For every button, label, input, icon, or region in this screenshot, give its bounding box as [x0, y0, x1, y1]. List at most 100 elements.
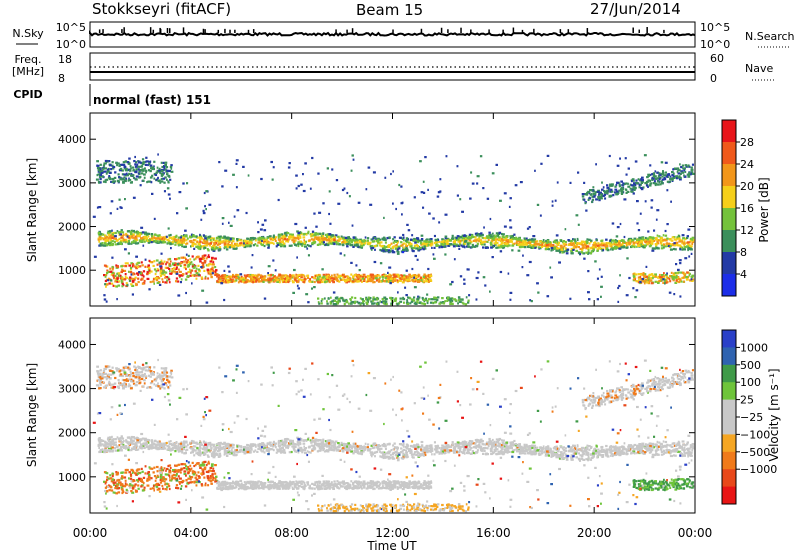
power-cell — [207, 277, 210, 280]
power-cell — [274, 269, 277, 272]
power-cell — [297, 244, 300, 248]
power-cell — [110, 282, 114, 285]
power-cell — [453, 242, 456, 245]
power-cell — [477, 232, 480, 236]
power-cell — [664, 171, 667, 174]
power-cell — [99, 178, 102, 181]
power-cell — [365, 298, 369, 301]
power-cell — [145, 171, 147, 174]
power-cell — [96, 174, 99, 177]
power-cell — [302, 189, 306, 193]
velocity-cell — [234, 454, 237, 457]
power-cell — [205, 238, 209, 241]
power-cell — [362, 303, 365, 306]
power-cell — [302, 274, 305, 277]
power-cell — [301, 244, 304, 247]
power-cell — [636, 239, 639, 242]
power-cell — [124, 265, 128, 268]
power-cell — [110, 180, 113, 183]
power-cell — [413, 296, 416, 299]
power-cell — [199, 240, 202, 243]
power-cell — [204, 275, 207, 278]
power-cell — [187, 271, 191, 274]
power-cell — [459, 239, 462, 243]
power-cell — [337, 235, 340, 238]
power-cell — [476, 182, 479, 185]
power-cell — [124, 198, 126, 201]
power-cell — [105, 265, 108, 268]
power-cell — [326, 302, 329, 305]
power-cell — [350, 280, 352, 283]
power-cell — [525, 237, 528, 240]
power-cell — [207, 242, 210, 246]
power-cell — [367, 296, 370, 299]
power-cell — [682, 167, 685, 170]
power-cell — [375, 298, 379, 301]
power-cell — [649, 179, 652, 182]
power-cell — [273, 279, 277, 282]
power-cell — [405, 294, 408, 297]
power-cell — [144, 169, 148, 172]
power-cell — [297, 233, 301, 236]
power-cell — [451, 280, 454, 284]
power-cell — [408, 273, 411, 276]
power-cell — [405, 243, 408, 246]
power-cell — [163, 260, 166, 263]
power-cell — [116, 265, 120, 269]
power-cell — [587, 249, 590, 252]
power-cell — [251, 242, 253, 245]
power-cell — [570, 247, 573, 251]
power-cell — [112, 284, 115, 287]
power-cell — [344, 240, 348, 244]
power-cell — [175, 277, 179, 280]
power-cell — [643, 274, 646, 278]
power-cell — [656, 246, 659, 249]
power-cell — [396, 280, 399, 283]
power-cell — [103, 242, 106, 245]
power-cell — [143, 236, 147, 239]
power-cell — [375, 239, 379, 242]
power-cell — [161, 170, 164, 173]
power-cell — [634, 296, 637, 299]
power-cell — [204, 277, 207, 280]
power-cell — [567, 243, 571, 246]
power-cell — [113, 237, 116, 240]
power-cell — [271, 278, 274, 281]
power-cell — [665, 175, 668, 178]
power-cell — [407, 229, 411, 232]
power-cell — [285, 280, 287, 283]
power-cell — [423, 243, 426, 246]
power-cell — [691, 279, 694, 282]
power-cell — [460, 244, 463, 247]
power-cell — [111, 256, 114, 259]
power-cell — [609, 239, 611, 242]
power-cell — [132, 176, 136, 180]
power-cell — [243, 239, 246, 242]
power-cell — [210, 237, 214, 240]
power-cell — [136, 266, 139, 269]
power-cell — [562, 242, 566, 245]
power-cell — [399, 300, 403, 303]
power-cell — [570, 249, 574, 253]
power-cell — [254, 276, 257, 279]
power-cell — [238, 244, 241, 247]
power-cell — [549, 266, 552, 269]
power-cell — [300, 273, 303, 276]
power-cell — [671, 236, 675, 239]
power-cell — [532, 245, 535, 248]
power-cell — [384, 176, 387, 179]
power-cell — [636, 280, 639, 283]
power-cell — [678, 277, 681, 280]
power-cell — [642, 238, 645, 241]
power-cell — [675, 279, 678, 282]
power-cell — [692, 278, 695, 281]
power-cell — [413, 237, 416, 241]
power-cell — [373, 237, 377, 240]
power-cell — [97, 232, 101, 235]
power-cell — [550, 245, 554, 248]
power-cell — [179, 270, 182, 273]
power-cell — [168, 264, 172, 267]
power-cell — [405, 239, 408, 242]
power-cell — [292, 235, 295, 238]
nsky-line — [89, 30, 696, 37]
